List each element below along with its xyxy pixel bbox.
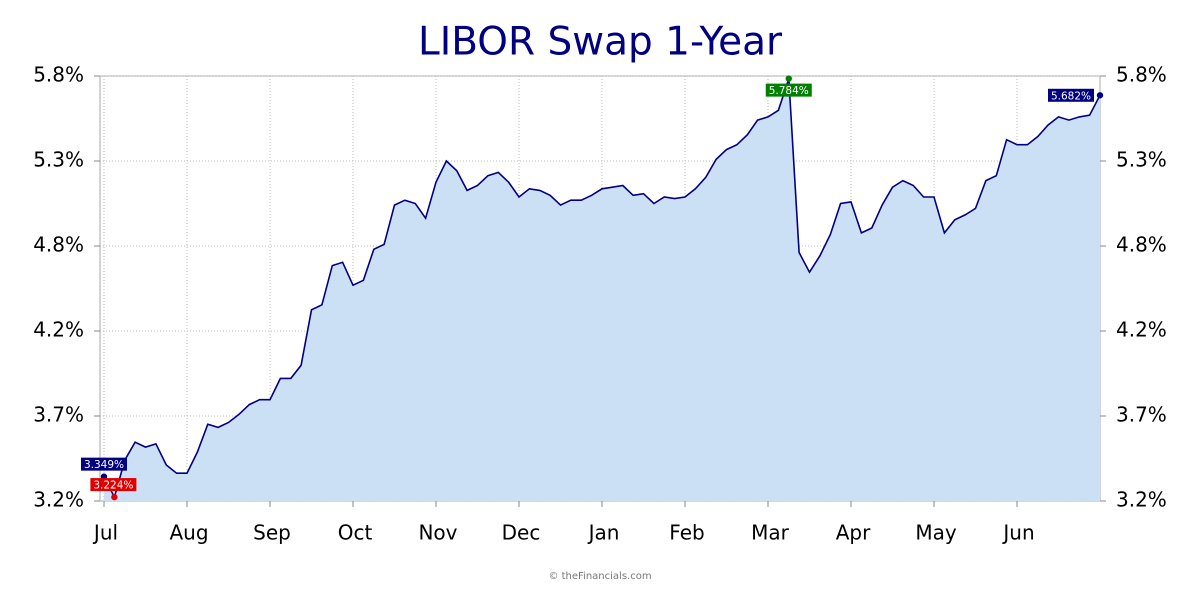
x-tick-label: Feb	[669, 521, 704, 545]
x-tick-label: Sep	[253, 521, 291, 545]
chart-title: LIBOR Swap 1-Year	[418, 20, 783, 65]
value-label-box	[765, 83, 812, 97]
footer: © theFinancials.com	[548, 571, 651, 582]
x-tick-label: Nov	[418, 521, 457, 545]
x-tick-label: May	[915, 521, 957, 545]
x-tick-label: Mar	[751, 521, 790, 545]
y2-tick-label: 4.2%	[1116, 318, 1167, 342]
y-tick-label: 3.7%	[33, 403, 84, 427]
area-fill	[104, 78, 1100, 501]
y-tick-label: 3.2%	[33, 488, 84, 512]
y2-tick-label: 5.3%	[1116, 148, 1167, 172]
y-tick-label: 5.3%	[33, 148, 84, 172]
value-label: 5.682%	[1051, 90, 1091, 102]
value-label: 3.349%	[84, 459, 124, 471]
series-line	[103, 78, 1101, 500]
x-tick-label: Apr	[836, 521, 871, 545]
value-label-box	[90, 478, 137, 492]
y-tick-label: 4.2%	[33, 318, 84, 342]
x-tick-label: Aug	[169, 521, 208, 545]
y-tick-label: 5.8%	[33, 63, 84, 87]
x-tick-label: Dec	[502, 521, 541, 545]
value-label-box	[1048, 88, 1094, 102]
point-marker	[111, 493, 118, 501]
x-tick-label: Jul	[92, 521, 118, 545]
y2-tick-label: 3.7%	[1116, 403, 1167, 427]
value-label: 3.224%	[93, 480, 133, 492]
y2-tick-label: 4.8%	[1116, 233, 1167, 257]
point-marker	[1096, 92, 1104, 99]
point-marker	[785, 75, 792, 82]
value-label: 5.784%	[769, 85, 809, 97]
x-tick-label: Oct	[338, 521, 373, 545]
value-label-box	[81, 457, 127, 471]
x-tick-label: Jun	[1001, 521, 1034, 545]
y2-tick-label: 3.2%	[1116, 488, 1167, 512]
x-tick-label: Jan	[587, 521, 620, 545]
y-tick-label: 4.8%	[33, 233, 84, 257]
y2-tick-label: 5.8%	[1116, 63, 1167, 87]
